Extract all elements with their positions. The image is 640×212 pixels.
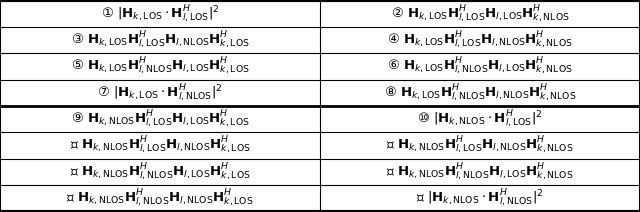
Text: ⑧ $\mathbf{H}_{k,\mathrm{LOS}}\mathbf{H}^{H}_{l,\mathrm{NLOS}}\mathbf{H}_{l,\mat: ⑧ $\mathbf{H}_{k,\mathrm{LOS}}\mathbf{H}… [384, 82, 576, 104]
Text: ⑯ $|\mathbf{H}_{k,\mathrm{NLOS}} \cdot \mathbf{H}^{H}_{l,\mathrm{NLOS}}|^2$: ⑯ $|\mathbf{H}_{k,\mathrm{NLOS}} \cdot \… [416, 187, 544, 209]
Text: ⑮ $\mathbf{H}_{k,\mathrm{NLOS}}\mathbf{H}^{H}_{l,\mathrm{NLOS}}\mathbf{H}_{l,\ma: ⑮ $\mathbf{H}_{k,\mathrm{NLOS}}\mathbf{H… [66, 187, 254, 209]
Text: ③ $\mathbf{H}_{k,\mathrm{LOS}}\mathbf{H}^{H}_{l,\mathrm{LOS}}\mathbf{H}_{l,\math: ③ $\mathbf{H}_{k,\mathrm{LOS}}\mathbf{H}… [70, 29, 250, 51]
Text: ⑭ $\mathbf{H}_{k,\mathrm{NLOS}}\mathbf{H}^{H}_{l,\mathrm{NLOS}}\mathbf{H}_{l,\ma: ⑭ $\mathbf{H}_{k,\mathrm{NLOS}}\mathbf{H… [386, 161, 574, 183]
Text: ④ $\mathbf{H}_{k,\mathrm{LOS}}\mathbf{H}^{H}_{l,\mathrm{LOS}}\mathbf{H}_{l,\math: ④ $\mathbf{H}_{k,\mathrm{LOS}}\mathbf{H}… [387, 29, 573, 51]
Text: ⑬ $\mathbf{H}_{k,\mathrm{NLOS}}\mathbf{H}^{H}_{l,\mathrm{NLOS}}\mathbf{H}_{l,\ma: ⑬ $\mathbf{H}_{k,\mathrm{NLOS}}\mathbf{H… [70, 161, 250, 183]
Text: ⑥ $\mathbf{H}_{k,\mathrm{LOS}}\mathbf{H}^{H}_{l,\mathrm{NLOS}}\mathbf{H}_{l,\mat: ⑥ $\mathbf{H}_{k,\mathrm{LOS}}\mathbf{H}… [387, 56, 573, 77]
Text: ⑫ $\mathbf{H}_{k,\mathrm{NLOS}}\mathbf{H}^{H}_{l,\mathrm{LOS}}\mathbf{H}_{l,\mat: ⑫ $\mathbf{H}_{k,\mathrm{NLOS}}\mathbf{H… [386, 135, 574, 156]
Text: ② $\mathbf{H}_{k,\mathrm{LOS}}\mathbf{H}^{H}_{l,\mathrm{LOS}}\mathbf{H}_{l,\math: ② $\mathbf{H}_{k,\mathrm{LOS}}\mathbf{H}… [390, 3, 570, 25]
Text: ⑨ $\mathbf{H}_{k,\mathrm{NLOS}}\mathbf{H}^{H}_{l,\mathrm{LOS}}\mathbf{H}_{l,\mat: ⑨ $\mathbf{H}_{k,\mathrm{NLOS}}\mathbf{H… [70, 108, 250, 130]
Text: ① $|\mathbf{H}_{k,\mathrm{LOS}} \cdot \mathbf{H}^{H}_{l,\mathrm{LOS}}|^2$: ① $|\mathbf{H}_{k,\mathrm{LOS}} \cdot \m… [100, 3, 220, 25]
Text: ⑩ $|\mathbf{H}_{k,\mathrm{NLOS}} \cdot \mathbf{H}^{H}_{l,\mathrm{LOS}}|^2$: ⑩ $|\mathbf{H}_{k,\mathrm{NLOS}} \cdot \… [417, 108, 543, 130]
Text: ⑪ $\mathbf{H}_{k,\mathrm{NLOS}}\mathbf{H}^{H}_{l,\mathrm{LOS}}\mathbf{H}_{l,\mat: ⑪ $\mathbf{H}_{k,\mathrm{NLOS}}\mathbf{H… [70, 135, 250, 156]
Text: ⑦ $|\mathbf{H}_{k,\mathrm{LOS}} \cdot \mathbf{H}^{H}_{l,\mathrm{NLOS}}|^2$: ⑦ $|\mathbf{H}_{k,\mathrm{LOS}} \cdot \m… [97, 82, 223, 104]
Text: ⑤ $\mathbf{H}_{k,\mathrm{LOS}}\mathbf{H}^{H}_{l,\mathrm{NLOS}}\mathbf{H}_{l,\mat: ⑤ $\mathbf{H}_{k,\mathrm{LOS}}\mathbf{H}… [70, 56, 250, 77]
